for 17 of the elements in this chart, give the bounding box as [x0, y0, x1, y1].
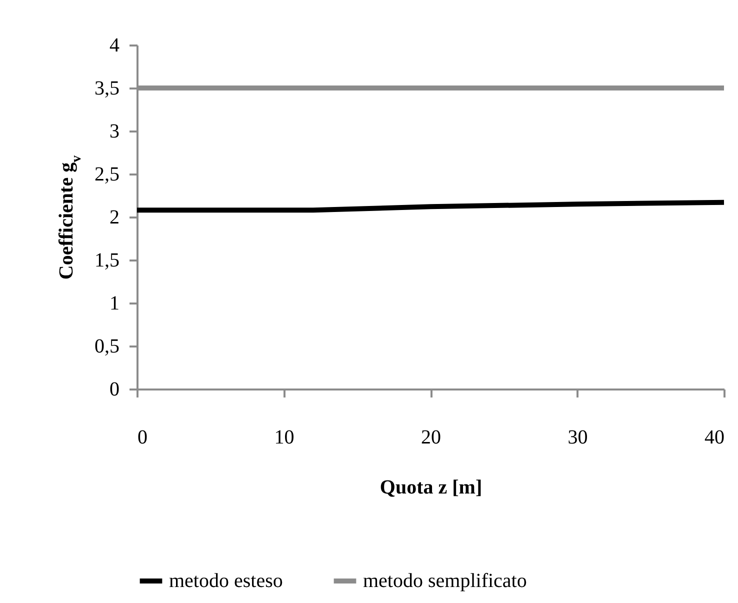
x-tick-label: 20 [421, 426, 441, 448]
legend-label: metodo esteso [169, 570, 283, 592]
legend-label: metodo semplificato [363, 570, 527, 592]
x-tick-label: 0 [138, 426, 148, 448]
x-tick-label: 30 [568, 426, 588, 448]
y-tick-label: 1,5 [94, 250, 120, 272]
y-tick-label: 2 [110, 206, 120, 228]
x-axis-title: Quota z [m] [380, 476, 482, 498]
x-tick-label: 10 [274, 426, 294, 448]
y-tick-label: 1 [110, 292, 120, 314]
y-tick-label: 2,5 [94, 164, 120, 186]
y-tick-label: 0 [110, 378, 120, 400]
x-tick-label: 40 [704, 426, 724, 448]
y-tick-label: 3,5 [94, 78, 120, 100]
y-tick-label: 0,5 [94, 336, 120, 358]
y-tick-label: 3 [110, 120, 120, 142]
y-tick-label: 4 [110, 34, 120, 56]
